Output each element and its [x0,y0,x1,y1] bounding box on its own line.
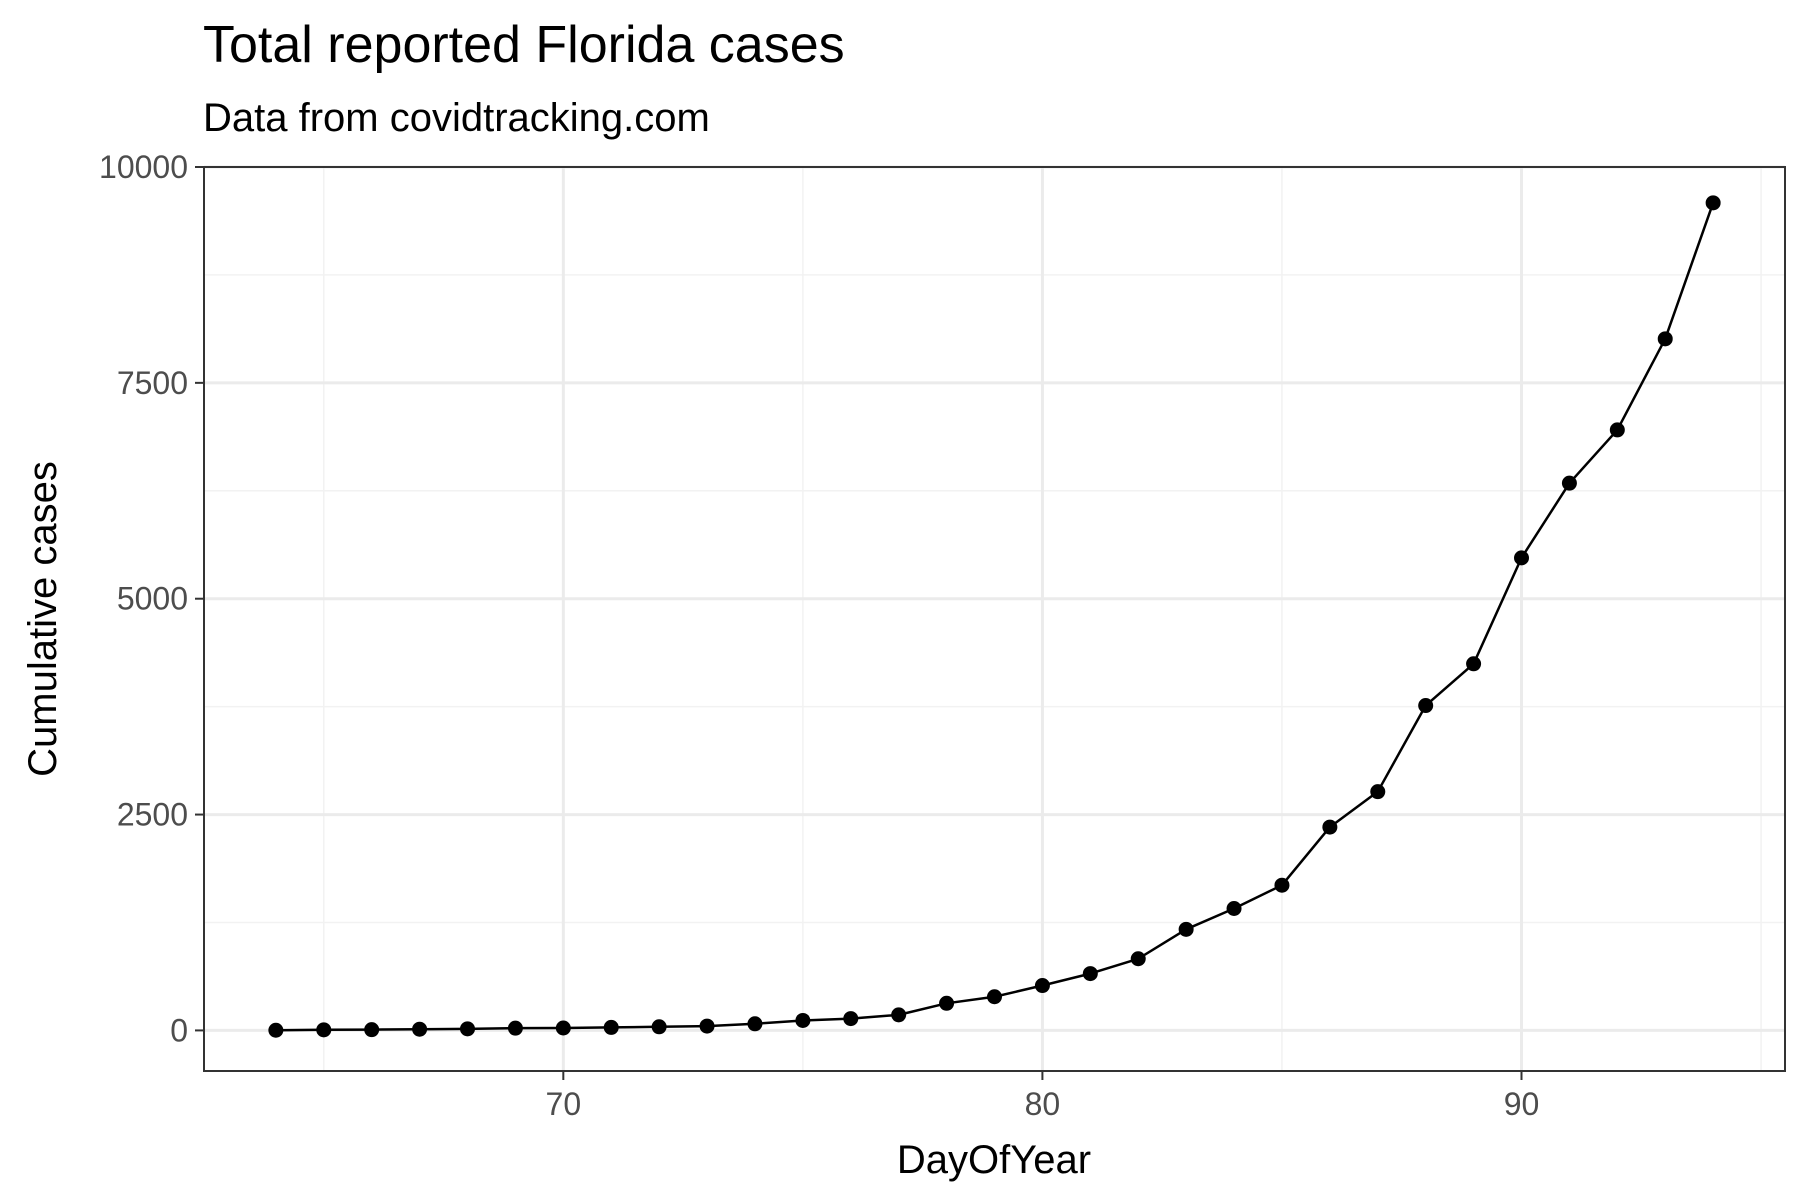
data-point [507,1020,523,1036]
x-axis-ticks: 70 80 90 [546,1071,1540,1122]
data-point [603,1019,619,1035]
series-line [275,202,1715,1032]
major-gridlines [204,165,1785,1071]
data-point [699,1018,715,1034]
data-point [460,1021,475,1037]
data-point [1609,422,1625,438]
data-point [1178,921,1194,937]
data-point [651,1019,667,1035]
minor-gridlines [204,167,1785,1071]
chart-subtitle: Data from covidtracking.com [203,96,710,140]
data-point [1130,951,1146,967]
data-point [1657,331,1673,347]
data-point [268,1022,284,1038]
data-point [412,1021,428,1037]
data-points [268,195,1721,1038]
y-tick-label: 2500 [117,797,188,833]
data-point [555,1020,571,1036]
data-point [1466,656,1482,672]
y-tick-label: 7500 [117,365,188,401]
data-point [1034,978,1050,994]
data-point [987,989,1002,1005]
panel-border [203,166,1786,1072]
data-point [1274,877,1290,893]
data-point [316,1022,332,1038]
data-line-layer [275,202,1715,1032]
x-tick-label: 80 [1025,1086,1061,1122]
y-tick-label: 0 [170,1012,188,1048]
x-tick-label: 90 [1504,1086,1540,1122]
data-point [1418,698,1434,714]
data-point [747,1016,763,1032]
y-tick-label: 10000 [99,149,188,185]
data-point [1514,550,1529,566]
data-point [891,1007,907,1023]
data-point [795,1012,811,1028]
chart-title: Total reported Florida cases [203,16,845,74]
data-point [364,1022,380,1038]
data-point [1322,819,1338,835]
y-axis-label: Cumulative cases [21,461,65,777]
data-point [1561,475,1577,491]
data-point [939,995,955,1011]
data-point [1370,784,1386,800]
y-tick-label: 5000 [117,581,188,617]
data-point [1226,901,1242,917]
data-point [843,1011,859,1027]
x-tick-label: 70 [546,1086,582,1122]
data-point [1705,195,1721,211]
y-axis-ticks: 0 2500 5000 7500 10000 [99,149,204,1048]
x-axis-label: DayOfYear [897,1138,1091,1182]
data-point [1082,966,1098,982]
